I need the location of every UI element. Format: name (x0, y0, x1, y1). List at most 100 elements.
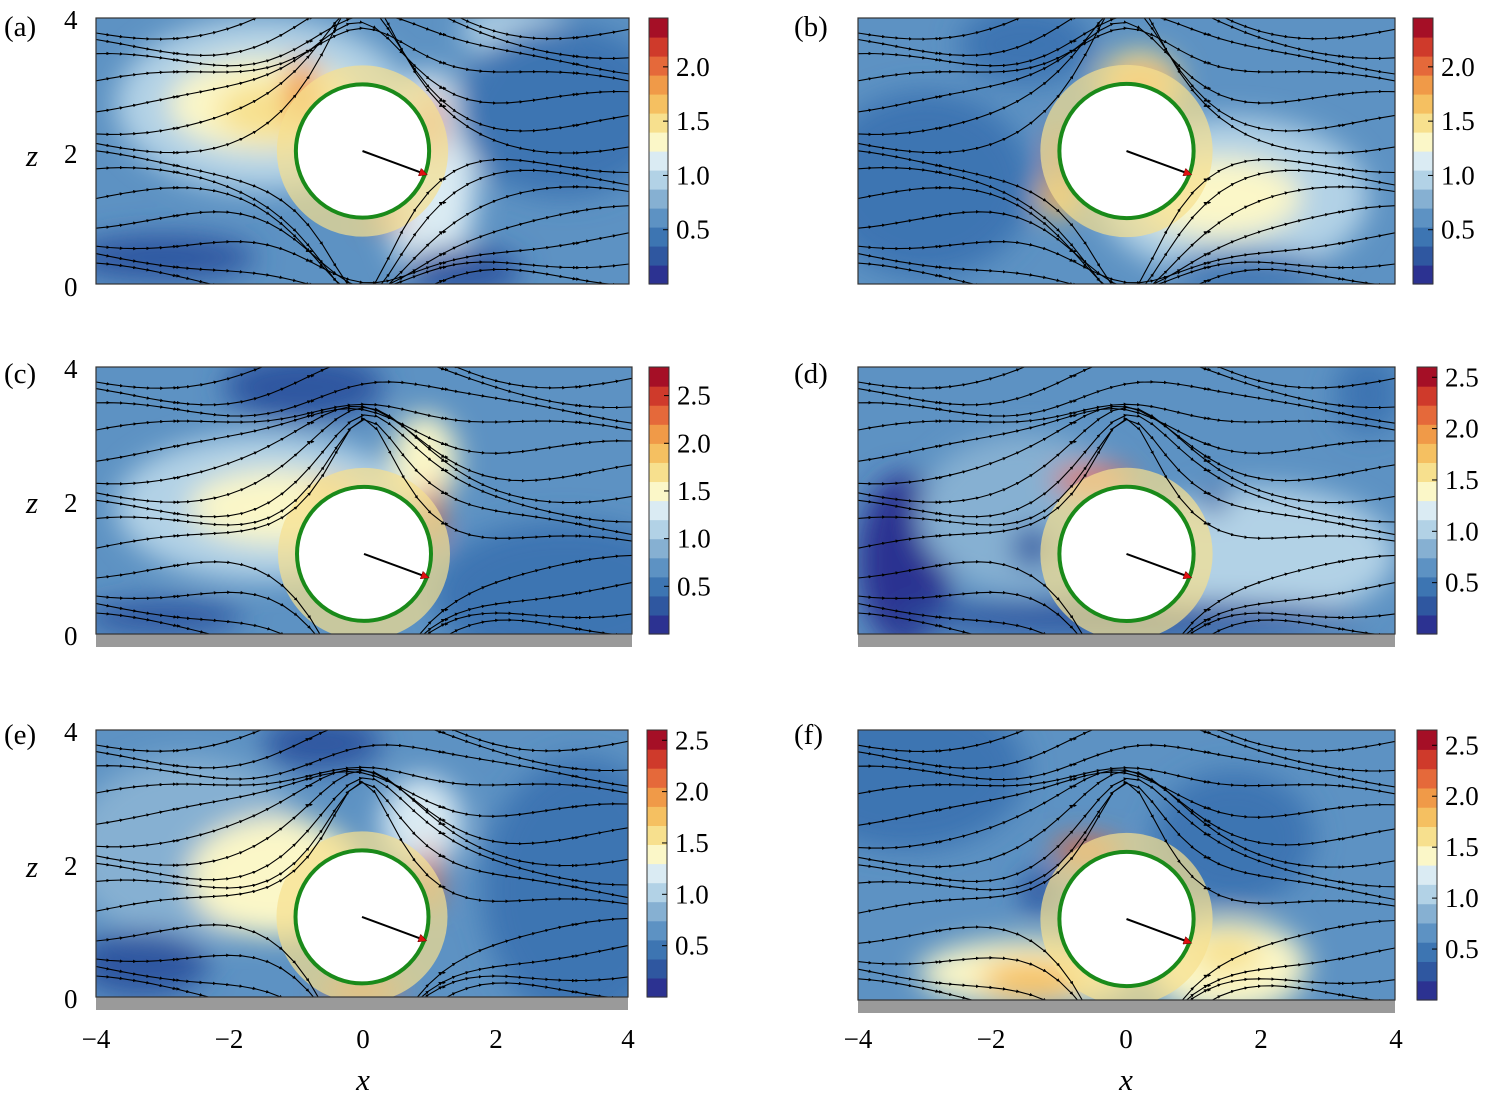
x-tick-label: 0 (1119, 1024, 1133, 1054)
streamline (96, 18, 629, 61)
colorbar-band (649, 170, 668, 190)
colorbar-band (649, 18, 668, 38)
colorbar-tick-label: 0.5 (675, 931, 709, 961)
colorbar-band (1413, 227, 1433, 247)
colorbar-band (1413, 208, 1433, 228)
panel-label: (c) (4, 358, 36, 390)
colorbar-band (1417, 576, 1437, 597)
direction-arrow (362, 150, 426, 174)
colorbar-band (649, 189, 668, 209)
wall (858, 634, 1395, 647)
colorbar-band (1417, 922, 1437, 943)
streamline (858, 730, 1395, 773)
colorbar-tick-label: 1.0 (677, 524, 711, 554)
colorbar-band (649, 113, 668, 133)
colorbar-band (1417, 826, 1437, 847)
panel-c: (c) 0.5 1.0 1.5 2.0 2.5 z 4 2 0 (4, 354, 711, 651)
colorbar-frame (648, 17, 669, 285)
streamline (858, 18, 1395, 155)
colorbar-band (1417, 367, 1437, 387)
panel-b: (b) 0.5 1.0 1.5 2.0 (794, 11, 1475, 285)
plot-area (95, 17, 630, 285)
plot-frame (857, 366, 1396, 635)
colorbar-band (649, 227, 668, 247)
colorbar-tick-label: 2.0 (676, 52, 710, 82)
x-tick-label: 0 (356, 1024, 370, 1054)
streamline (858, 730, 1395, 754)
z-tick-label: 4 (64, 717, 78, 747)
colorbar-band (649, 424, 669, 444)
x-tick-label: 2 (1254, 1024, 1268, 1054)
colorbar-band (1417, 942, 1437, 962)
contour-region (96, 234, 256, 281)
colorbar-tick-label: 2.0 (677, 428, 711, 458)
colorbar-frame (1412, 17, 1434, 285)
colorbar-tick-label: 0.5 (676, 215, 710, 245)
panel-label: (e) (4, 719, 36, 751)
colorbar-band (649, 94, 668, 114)
colorbar-band (647, 939, 667, 960)
colorbar-band (1417, 481, 1437, 502)
colorbar: 0.5 1.0 1.5 2.0 2.5 (1416, 729, 1479, 1001)
colorbar-frame (1416, 366, 1438, 635)
streamline (96, 367, 632, 410)
plot-frame (95, 366, 633, 635)
x-axis-label: x (1118, 1062, 1133, 1097)
colorbar-band (1417, 519, 1437, 540)
z-tick-label: 2 (64, 139, 78, 169)
panel-label: (a) (4, 11, 36, 43)
colorbar-band (1417, 865, 1437, 885)
colorbar-band (649, 519, 669, 540)
streamline (858, 18, 1395, 137)
contour-region (858, 730, 1026, 852)
colorbar-band (649, 246, 668, 266)
colorbar-band (1413, 56, 1433, 76)
colorbar-band (647, 977, 667, 998)
colorbar-band (649, 481, 669, 502)
plot-frame (95, 729, 629, 998)
x-tick-label: 4 (1389, 1024, 1403, 1054)
colorbar: 0.5 1.0 1.5 2.0 2.5 (648, 366, 711, 635)
plot-frame (857, 729, 1396, 1001)
colorbar-tick-label: 1.0 (675, 879, 709, 909)
z-tick-label: 2 (64, 488, 78, 518)
z-axis-label: z (25, 849, 38, 884)
colorbar-band (1417, 980, 1437, 1001)
colorbar-band (1413, 75, 1433, 95)
colorbar-band (649, 576, 669, 597)
x-tick-label: 4 (621, 1024, 635, 1054)
panel-label: (b) (794, 11, 828, 43)
colorbar-band (649, 208, 668, 228)
colorbar-band (647, 863, 667, 884)
colorbar-frame (646, 729, 668, 998)
streamline (96, 18, 629, 137)
streamline (858, 18, 1395, 61)
colorbar-band (1417, 386, 1437, 406)
colorbar-tick-label: 1.5 (677, 476, 711, 506)
colorbar-tick-label: 2.0 (1445, 414, 1479, 444)
colorbar-band (647, 806, 667, 827)
colorbar-band (1417, 538, 1437, 559)
colorbar-tick-label: 1.5 (1441, 106, 1475, 136)
colorbar-band (647, 882, 667, 903)
colorbar-band (1417, 405, 1437, 425)
colorbar-band (647, 844, 667, 865)
colorbar: 0.5 1.0 1.5 2.0 2.5 (646, 725, 709, 998)
z-tick-label: 0 (64, 272, 78, 302)
colorbar-band (1413, 18, 1433, 38)
streamline (96, 730, 628, 773)
colorbar-band (1417, 787, 1437, 808)
direction-arrow (363, 552, 428, 577)
colorbar-band (649, 75, 668, 95)
colorbar-band (649, 557, 669, 578)
streamline (96, 367, 632, 391)
z-tick-label: 0 (64, 984, 78, 1014)
colorbar-band (1417, 462, 1437, 482)
colorbar-band (1417, 557, 1437, 578)
colorbar-tick-label: 0.5 (1445, 934, 1479, 964)
colorbar-band (1413, 170, 1433, 190)
colorbar-tick-label: 2.0 (1441, 52, 1475, 82)
plot-area (95, 729, 629, 1010)
wall (96, 997, 628, 1010)
contour-region (858, 91, 1033, 278)
